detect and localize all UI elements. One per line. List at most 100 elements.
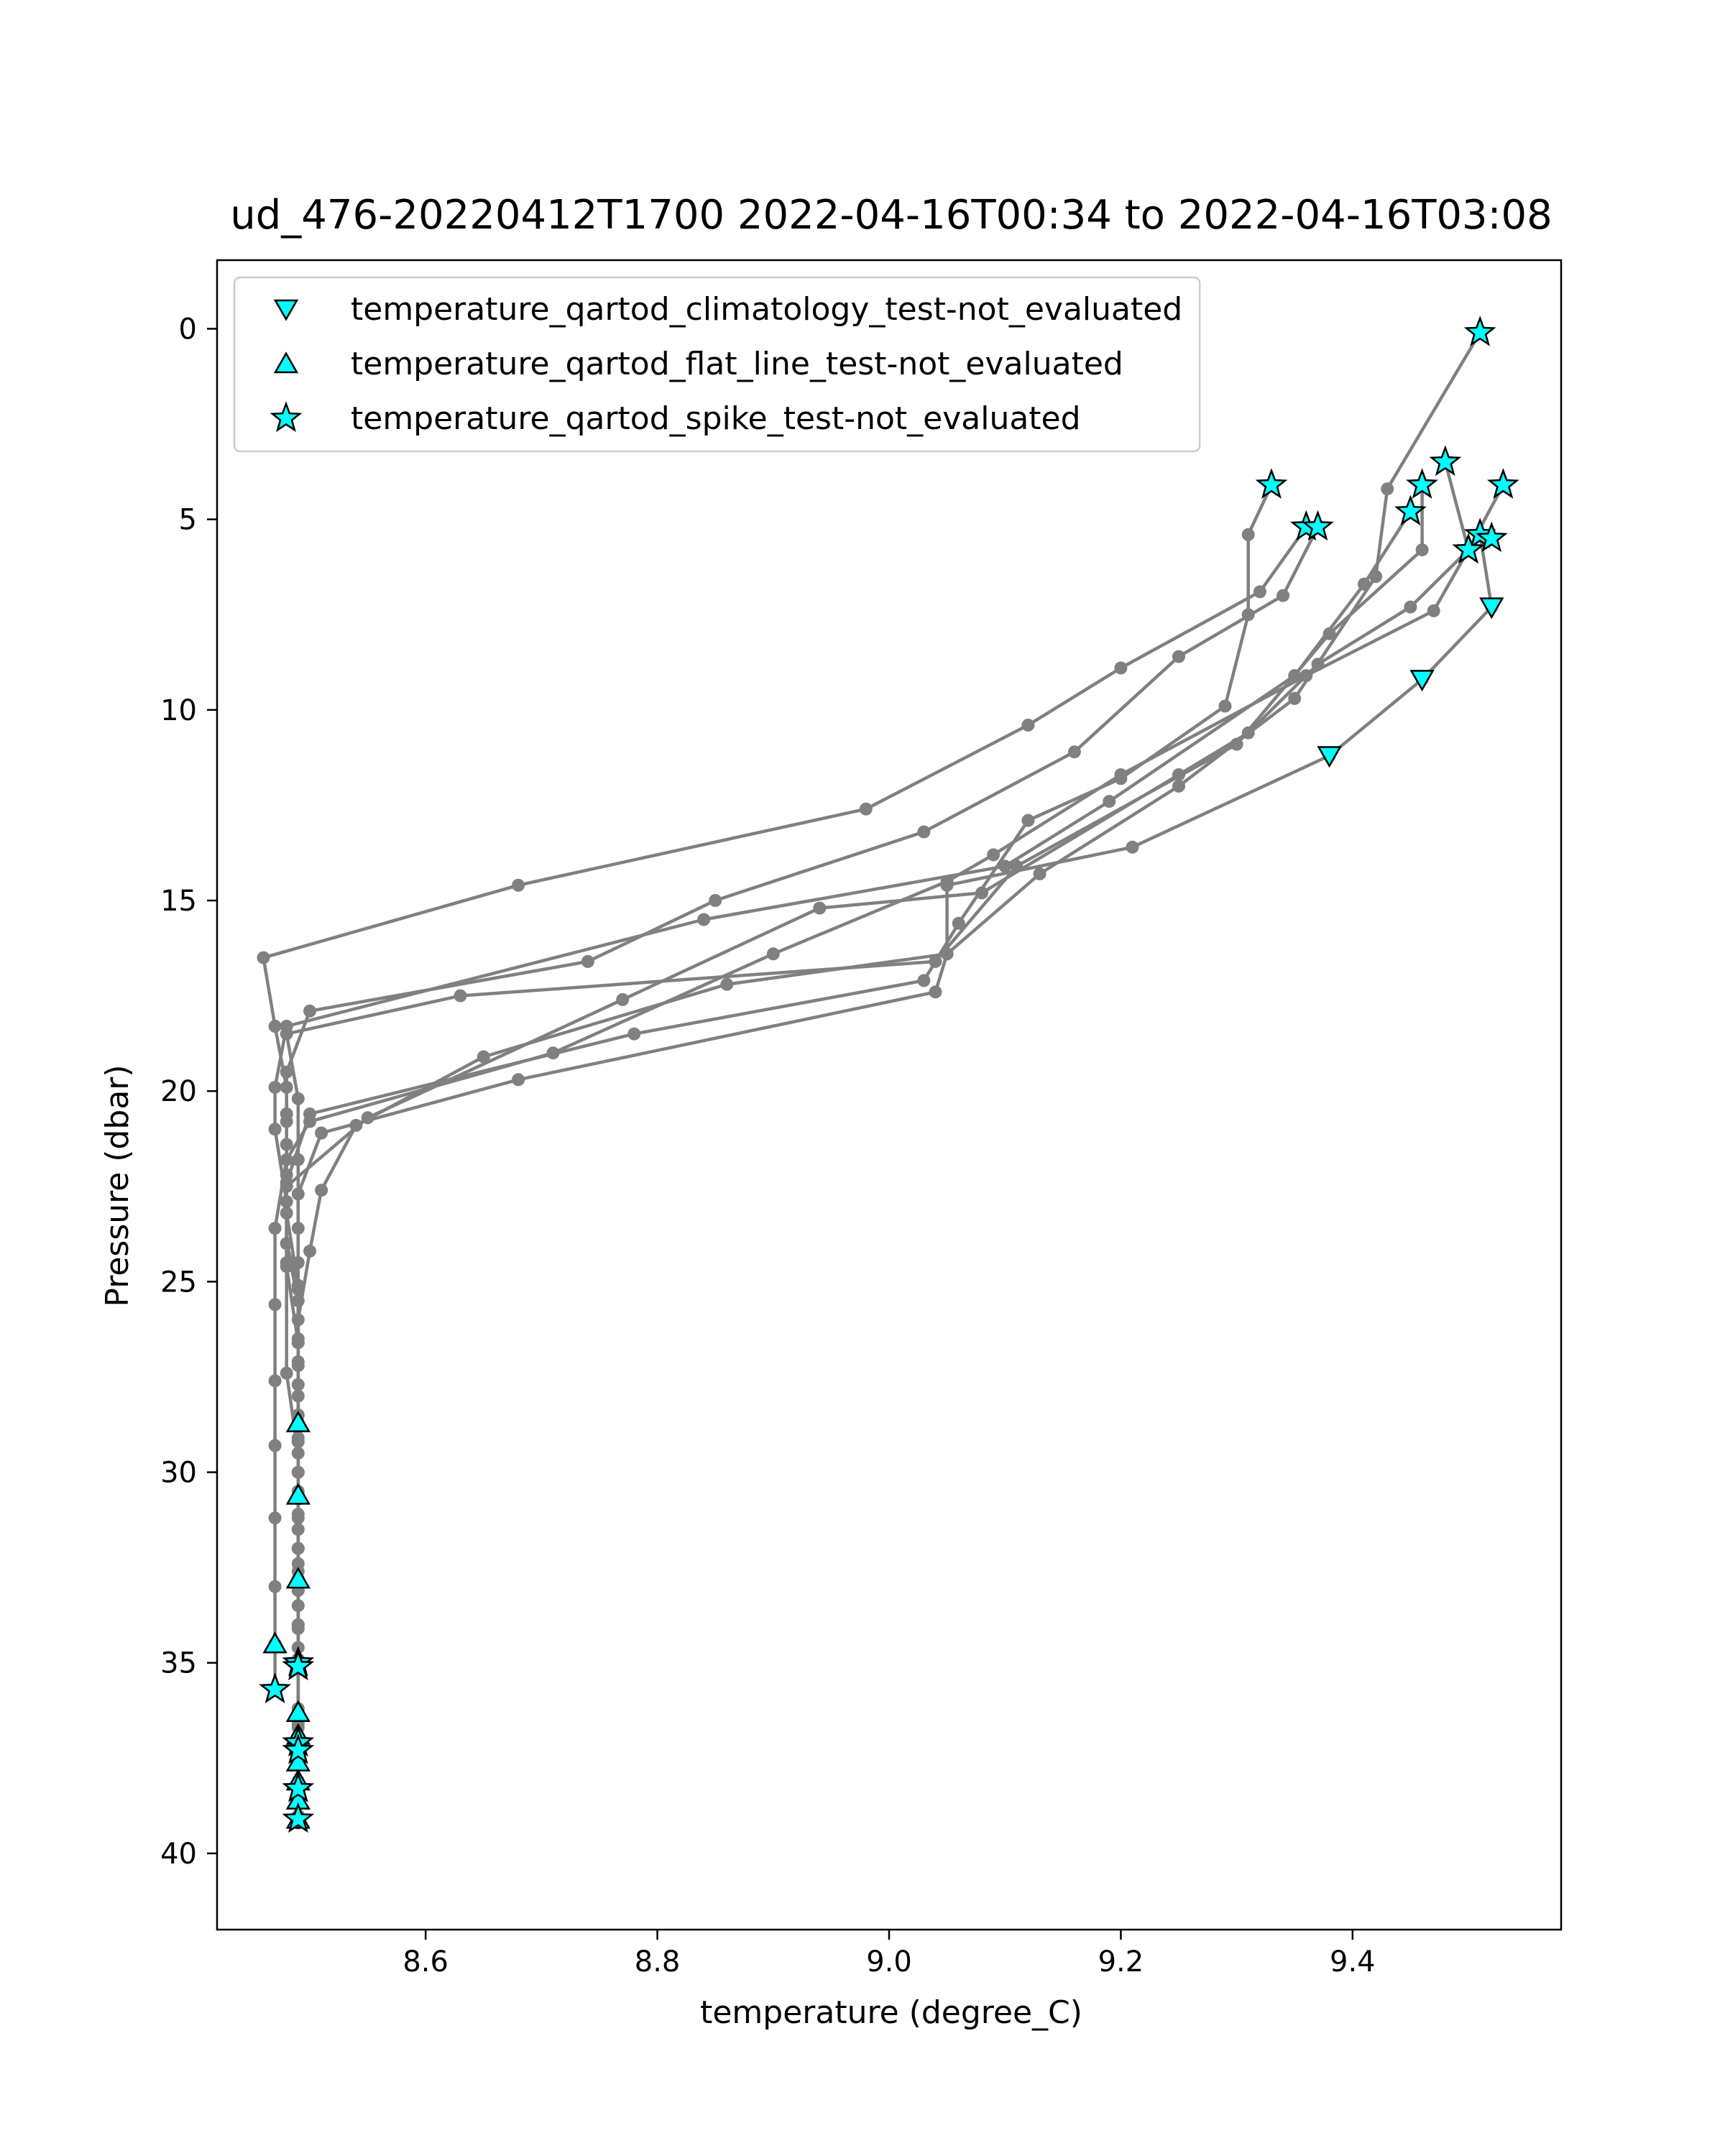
profile-point [291, 1279, 305, 1292]
spike-marker [1255, 468, 1288, 499]
spike-marker [1475, 521, 1508, 553]
spike-marker [282, 1649, 315, 1681]
profile-point [291, 1599, 305, 1613]
profile-point [280, 1366, 293, 1380]
profile-point [1230, 737, 1243, 751]
x-axis-ticks: 8.6 8.8 9.0 9.2 9.4 [402, 1930, 1376, 1978]
profile-point [291, 1542, 305, 1555]
profile-point [917, 974, 931, 987]
profile-point [627, 1027, 641, 1041]
profile-point [477, 1050, 490, 1064]
profile-point [546, 1046, 560, 1060]
profile-point [291, 1294, 305, 1307]
profile-point [720, 977, 734, 991]
spike-marker [1463, 315, 1496, 346]
profile-point [291, 1465, 305, 1479]
profile-point [1288, 669, 1302, 683]
legend-label: temperature_qartod_spike_test-not_evalua… [351, 400, 1081, 437]
spike-marker [1394, 494, 1427, 526]
profile-point [766, 947, 780, 961]
profile-point [280, 1195, 293, 1208]
spike-marker [1487, 468, 1519, 499]
spike-marker [1429, 445, 1462, 476]
profile-point [268, 1080, 282, 1094]
y-tick-label: 5 [179, 504, 197, 537]
climatology-marker [1409, 670, 1435, 692]
profile-point [291, 1618, 305, 1631]
profile-point [349, 1118, 363, 1132]
profile-point [315, 1126, 328, 1140]
spike-marker [1452, 533, 1485, 564]
spike-marker [1406, 468, 1439, 499]
spike-marker [282, 1802, 315, 1833]
profile-point [280, 1080, 293, 1094]
profile-point [303, 1244, 316, 1258]
profile-point [291, 1378, 305, 1391]
profile-point [1172, 650, 1185, 663]
y-tick-label: 10 [160, 694, 197, 727]
profile-point [315, 1184, 328, 1197]
profile-point [280, 1027, 293, 1041]
y-tick-label: 20 [160, 1075, 197, 1108]
x-tick-label: 9.0 [866, 1945, 912, 1978]
legend-label: temperature_qartod_flat_line_test-not_ev… [351, 346, 1123, 382]
profile-point [303, 1004, 316, 1018]
flat-line-marker [285, 1483, 310, 1505]
flat-line-marker [285, 1410, 310, 1432]
profile-point [291, 1431, 305, 1445]
profile-point [291, 1332, 305, 1345]
x-tick-label: 8.8 [635, 1945, 681, 1978]
profile-point [917, 825, 931, 839]
profile-point [859, 802, 873, 816]
profile-point [280, 1206, 293, 1220]
profile-point [1300, 669, 1313, 683]
spike-marker [1301, 510, 1334, 541]
profile-point [1021, 719, 1035, 732]
profile-point [1322, 627, 1336, 640]
profile-point [987, 848, 1000, 862]
profile-point [813, 901, 827, 915]
profile-point [512, 878, 525, 892]
x-tick-label: 8.6 [402, 1945, 448, 1978]
flat-line-marker [285, 1567, 310, 1589]
climatology-marker [1479, 597, 1504, 619]
profile-point [291, 1092, 305, 1105]
profile-point [975, 886, 988, 900]
y-tick-label: 40 [160, 1838, 197, 1871]
profile-point [697, 913, 711, 926]
y-tick-label: 15 [160, 885, 197, 918]
spike-marker [282, 1772, 315, 1802]
legend-label: temperature_qartod_climatology_test-not_… [351, 291, 1182, 328]
x-axis-label: temperature (degree_C) [700, 1994, 1082, 2031]
flat-line-marker [262, 1631, 288, 1654]
profile-point [268, 1123, 282, 1136]
profile-point [1126, 840, 1139, 854]
profile-point [581, 954, 594, 968]
profile-point [929, 954, 942, 968]
profile-point [1357, 577, 1371, 591]
profile-point [1369, 570, 1383, 584]
profile-point [280, 1260, 293, 1273]
profile-point [280, 1237, 293, 1250]
x-tick-label: 9.4 [1330, 1945, 1376, 1978]
legend-marker-triangle-down [273, 299, 299, 321]
profile-point [940, 878, 954, 892]
profile-point [280, 1168, 293, 1181]
profile-point [1241, 528, 1255, 541]
title-group: ud_476-20220412T1700 2022-04-16T00:34 to… [230, 192, 1552, 239]
profile-point [291, 1256, 305, 1269]
profile-point [1021, 814, 1035, 827]
profile-point [257, 951, 270, 964]
profile-point [291, 1523, 305, 1537]
legend-box [233, 276, 1201, 453]
profile-point [268, 1298, 282, 1312]
y-tick-label: 30 [160, 1457, 197, 1490]
profile-point [268, 1222, 282, 1235]
y-axis-ticks: 0 5 10 15 20 25 30 35 40 [160, 313, 217, 1871]
profile-point [291, 1222, 305, 1235]
profile-point [512, 1073, 525, 1087]
profile-point [280, 1107, 293, 1120]
profile-point [291, 1187, 305, 1201]
profile-point [1114, 661, 1128, 675]
